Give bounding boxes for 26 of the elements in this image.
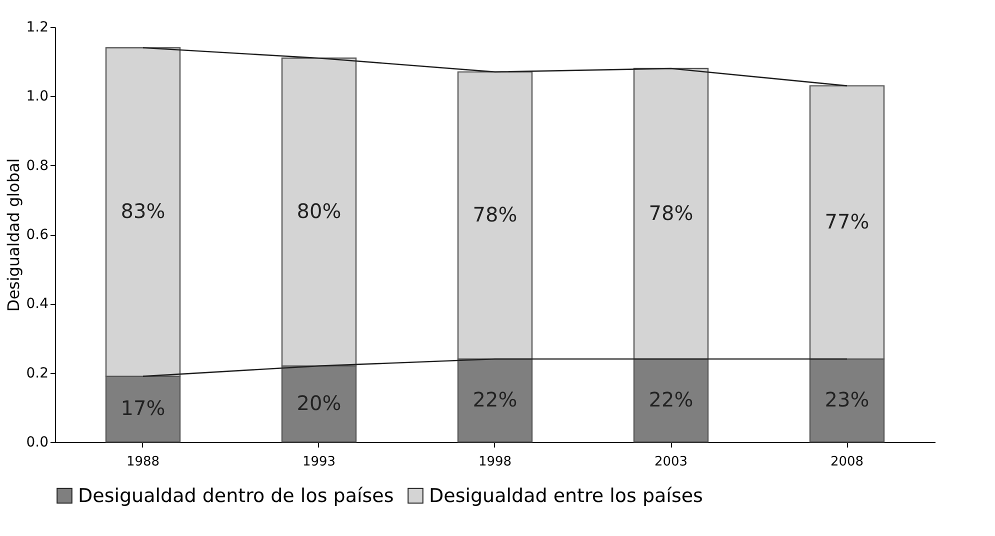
annotation: 80% — [296, 199, 342, 224]
y-tick-label: 0.0 — [26, 434, 48, 450]
y-tick-label: 1.2 — [26, 20, 48, 36]
annotation: 22% — [648, 388, 694, 412]
x-tick-label: 1998 — [478, 454, 512, 470]
legend-label: Desigualdad dentro de los países — [78, 484, 394, 507]
y-tick-label: 0.4 — [26, 296, 49, 312]
legend-label: Desigualdad entre los países — [429, 484, 703, 507]
y-tick-label: 0.2 — [26, 365, 48, 382]
y-axis-title: Desigualdad global — [4, 158, 24, 312]
annotation: 83% — [120, 199, 166, 224]
y-tick-label: 1.0 — [26, 88, 48, 105]
annotation: 22% — [472, 388, 518, 412]
annotation: 17% — [120, 396, 166, 420]
annotation: 78% — [472, 202, 518, 226]
annotation: 77% — [824, 209, 870, 234]
line-series — [142, 47, 848, 86]
y-tick-label: 0.8 — [26, 158, 48, 174]
x-tick-label: 2008 — [830, 454, 864, 470]
annotation: 23% — [824, 388, 870, 412]
annotation: 78% — [648, 200, 694, 225]
annotation: 20% — [296, 390, 342, 415]
x-tick-label: 1988 — [126, 454, 160, 470]
x-tick-label: 2003 — [654, 454, 688, 470]
x-tick-label: 1993 — [302, 454, 336, 470]
y-tick-label: 0.6 — [26, 227, 49, 243]
